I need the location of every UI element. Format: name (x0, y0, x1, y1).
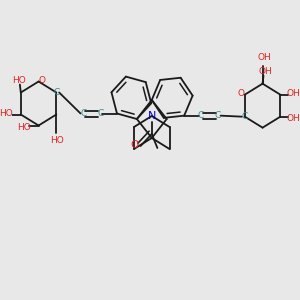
Text: O: O (130, 140, 138, 150)
Text: HO: HO (12, 76, 26, 85)
Text: C: C (215, 111, 221, 120)
Text: HO: HO (0, 109, 13, 118)
Text: OH: OH (286, 114, 300, 123)
Text: O: O (39, 76, 46, 85)
Text: HO: HO (50, 136, 64, 145)
Text: OH: OH (258, 53, 271, 62)
Text: N: N (148, 111, 156, 121)
Text: HO: HO (17, 123, 31, 132)
Text: C: C (53, 88, 59, 97)
Text: C: C (242, 112, 248, 121)
Text: OH: OH (286, 89, 300, 98)
Text: C: C (97, 109, 103, 118)
Text: C: C (198, 111, 204, 120)
Text: C: C (80, 109, 86, 118)
Text: OH: OH (259, 67, 272, 76)
Text: O: O (238, 89, 244, 98)
